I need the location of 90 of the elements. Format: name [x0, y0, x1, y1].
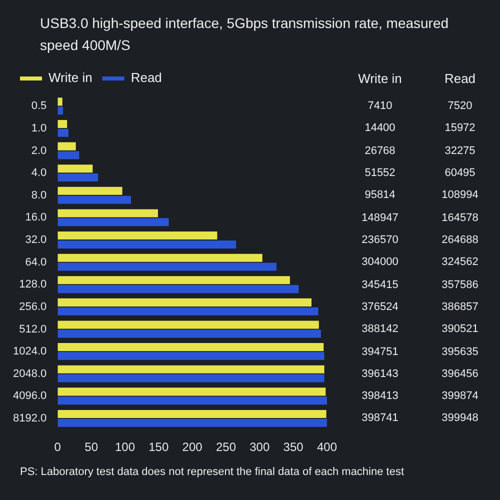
- bar: [58, 196, 132, 204]
- text: 148947: [360, 210, 400, 225]
- text: 399874: [440, 389, 480, 404]
- bar: [58, 365, 324, 374]
- bar: [58, 396, 327, 405]
- bar: [58, 254, 262, 262]
- text: 14400: [364, 121, 396, 136]
- bar: [58, 410, 326, 418]
- y-tick-label: 1024.0: [12, 346, 47, 358]
- bar: [58, 120, 68, 128]
- bar: [58, 151, 80, 160]
- y-tick-label: 64.0: [25, 256, 47, 268]
- bar: [58, 352, 324, 360]
- y-tick-label: 2.0: [31, 144, 47, 157]
- bar: [58, 330, 321, 338]
- x-tick-label: 400: [316, 440, 338, 454]
- bar: [58, 128, 68, 137]
- text: 264688: [440, 232, 480, 247]
- legend-label: Write in: [48, 70, 92, 86]
- text: 51552: [364, 166, 396, 180]
- text: 60495: [444, 166, 476, 180]
- text: 390521: [440, 322, 480, 336]
- text: 15972: [444, 121, 476, 136]
- bar: [58, 418, 327, 427]
- y-tick-label: 0.5: [31, 100, 47, 112]
- bar: [58, 174, 98, 182]
- bar: [58, 106, 64, 115]
- bar: [58, 209, 158, 218]
- bar: [58, 262, 276, 271]
- bar: [58, 164, 93, 173]
- text: 32275: [444, 144, 476, 158]
- x-tick-label: 350: [283, 440, 304, 454]
- x-tick-label: 300: [250, 440, 270, 454]
- text: 324562: [440, 255, 480, 270]
- text: 7410: [366, 99, 394, 114]
- bar: [58, 232, 218, 240]
- y-tick-label: 8192.0: [12, 412, 47, 424]
- bar: [58, 276, 290, 284]
- text: 398741: [360, 411, 400, 426]
- bar: [58, 218, 169, 226]
- x-tick-label: 50: [84, 440, 98, 454]
- y-tick-label: 4.0: [31, 167, 47, 180]
- text: Read: [443, 70, 477, 88]
- y-tick-label: 16.0: [25, 212, 47, 224]
- text: 395635: [440, 344, 480, 359]
- bar: [58, 98, 62, 106]
- bar: [58, 298, 312, 306]
- text: 95814: [364, 188, 396, 202]
- bar: [58, 285, 299, 294]
- bar: [58, 186, 122, 195]
- text: 399948: [440, 411, 480, 426]
- x-tick-label: 250: [216, 440, 236, 454]
- text: 345415: [360, 278, 400, 292]
- text: 376524: [360, 300, 400, 314]
- bar: [58, 374, 324, 382]
- y-tick-label: 8.0: [31, 189, 47, 202]
- y-tick-label: 256.0: [19, 300, 47, 313]
- text: 357586: [440, 278, 480, 292]
- bar: [58, 142, 76, 150]
- bar: [58, 240, 236, 248]
- text: Write in: [357, 70, 403, 88]
- bar: [58, 388, 326, 396]
- y-tick-label: 1.0: [31, 122, 47, 134]
- y-tick-label: 128.0: [19, 278, 47, 291]
- bar: [58, 320, 319, 329]
- y-tick-label: 2048.0: [12, 368, 47, 380]
- y-tick-label: 32.0: [25, 234, 47, 246]
- text: 388142: [360, 322, 400, 336]
- text: 396456: [440, 366, 480, 381]
- text: 108994: [440, 188, 480, 202]
- y-tick-label: 4096.0: [12, 390, 47, 402]
- text: 26768: [364, 144, 396, 158]
- text: 164578: [440, 210, 480, 225]
- text: 394751: [360, 344, 400, 359]
- bar: [58, 307, 318, 316]
- x-tick-label: 150: [148, 440, 169, 454]
- text: 398413: [360, 389, 400, 404]
- y-tick-label: 512.0: [19, 323, 47, 336]
- x-tick-label: 200: [182, 440, 203, 454]
- text: 7520: [446, 99, 474, 114]
- text: PS: Laboratory test data does not represent the final data of each machine test: [19, 465, 406, 480]
- text: 396143: [360, 366, 400, 381]
- legend-label: Read: [130, 70, 162, 86]
- x-tick-label: 100: [114, 440, 136, 454]
- text: 236570: [360, 232, 400, 247]
- x-tick-label: 0: [54, 440, 62, 454]
- text: 304000: [360, 255, 400, 270]
- text: 386857: [440, 300, 480, 314]
- bar: [58, 343, 324, 352]
- chart-title: USB3.0 high-speed interface, 5Gbps transmission rate, measured speed 400M/S: [39, 14, 450, 55]
